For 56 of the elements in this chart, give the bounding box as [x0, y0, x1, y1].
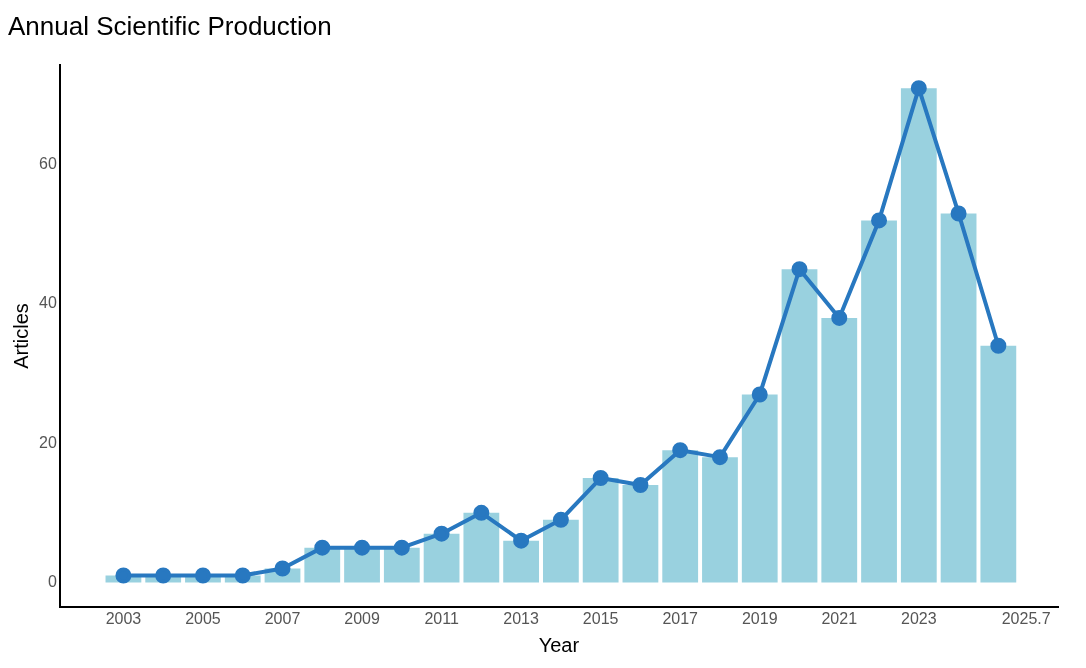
x-tick-label: 2009 [344, 609, 380, 627]
bar [940, 213, 977, 583]
bar [662, 450, 699, 583]
point [751, 386, 768, 403]
point [990, 337, 1007, 354]
x-tick-label: 2019 [741, 609, 778, 627]
y-tick-label: 0 [47, 572, 57, 590]
bar [582, 478, 619, 583]
point [234, 567, 251, 584]
x-tick-label: 2013 [503, 609, 540, 627]
bar [622, 484, 659, 583]
x-tick-label: 2023 [901, 609, 937, 627]
x-tick-label: 2003 [105, 609, 142, 627]
y-axis-title: Articles [9, 303, 32, 369]
point [314, 539, 331, 556]
point [871, 212, 888, 229]
y-tick-label: 60 [39, 155, 57, 173]
x-tick-label: 2025.7 [1001, 609, 1051, 627]
bar [821, 317, 858, 583]
point [672, 442, 689, 459]
point [194, 567, 211, 584]
bar [741, 394, 778, 583]
point [513, 532, 530, 549]
point [831, 309, 848, 326]
x-tick-label: 2011 [424, 609, 459, 627]
point [910, 80, 927, 97]
x-tick-label: 2015 [582, 609, 619, 627]
bar [702, 457, 738, 583]
point [393, 539, 410, 556]
chart-title: Annual Scientific Production [8, 10, 332, 41]
point [791, 261, 808, 278]
x-tick-label: 2021 [821, 609, 858, 627]
bar [861, 220, 897, 583]
point [433, 525, 450, 542]
point [552, 511, 569, 528]
point [473, 504, 490, 521]
point [711, 449, 728, 466]
point [115, 567, 132, 584]
bar [463, 512, 500, 583]
point [354, 539, 371, 556]
x-tick-label: 2007 [264, 609, 301, 627]
y-tick-label: 20 [39, 433, 57, 451]
y-tick-label: 40 [39, 294, 57, 312]
point [155, 567, 172, 584]
bar [781, 269, 818, 583]
x-tick-label: 2005 [185, 609, 221, 627]
bar [542, 519, 579, 583]
point [592, 470, 609, 487]
x-tick-label: 2017 [662, 609, 699, 627]
point [950, 205, 967, 222]
bar [503, 540, 540, 583]
bar [900, 88, 937, 583]
x-axis-title: Year [538, 633, 580, 656]
point [632, 476, 649, 493]
point [274, 560, 291, 577]
bar [980, 345, 1017, 583]
